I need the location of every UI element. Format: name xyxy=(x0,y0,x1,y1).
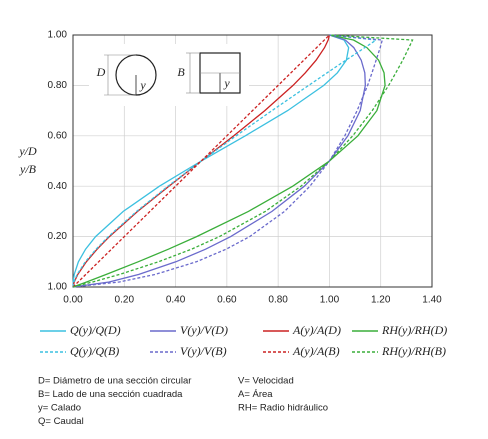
inset-label: B xyxy=(177,65,185,79)
note: V= Velocidad xyxy=(238,376,294,387)
legend-label: Q(y)/Q(D) xyxy=(70,323,121,337)
legend-label: RH(y)/RH(D) xyxy=(381,323,447,337)
legend-label: V(y)/V(D) xyxy=(180,323,228,337)
note: D= Diámetro de una sección circular xyxy=(38,376,191,387)
note: y= Calado xyxy=(38,403,81,414)
note: B= Lado de una sección cuadrada xyxy=(38,389,183,400)
y-tick-label: 1.00 xyxy=(48,282,68,293)
x-tick-label: 0.00 xyxy=(63,295,83,306)
y-axis-label: y/D xyxy=(18,144,37,158)
x-tick-label: 1.00 xyxy=(320,295,340,306)
x-tick-label: 1.20 xyxy=(371,295,391,306)
x-tick-label: 0.80 xyxy=(268,295,288,306)
y-tick-label: 0.80 xyxy=(48,80,68,91)
inset-label: y xyxy=(139,78,146,92)
series-line xyxy=(72,34,378,288)
legend-label: Q(y)/Q(B) xyxy=(70,344,119,358)
note: RH= Radio hidráulico xyxy=(238,403,328,414)
note: A= Área xyxy=(238,389,273,400)
y-tick-label: 0.40 xyxy=(48,181,68,192)
legend-label: A(y)/A(D) xyxy=(292,323,341,337)
series-line xyxy=(72,34,414,288)
note: Q= Caudal xyxy=(38,416,84,427)
legend-label: V(y)/V(B) xyxy=(180,344,227,358)
legend-label: A(y)/A(B) xyxy=(292,344,340,358)
inset-label: y xyxy=(223,76,230,90)
y-tick-label: 0.20 xyxy=(48,231,68,242)
x-tick-label: 1.40 xyxy=(422,295,442,306)
x-tick-label: 0.20 xyxy=(115,295,135,306)
legend-label: RH(y)/RH(B) xyxy=(381,344,446,358)
y-axis-label: y/B xyxy=(19,162,37,176)
y-tick-label: 1.00 xyxy=(48,30,68,41)
x-tick-label: 0.60 xyxy=(217,295,237,306)
y-tick-label: 0.60 xyxy=(48,130,68,141)
series-line xyxy=(72,34,384,288)
x-tick-label: 0.40 xyxy=(166,295,186,306)
inset-label: D xyxy=(96,65,106,79)
inset: D y B y xyxy=(89,44,249,106)
plot-frame xyxy=(72,34,433,288)
